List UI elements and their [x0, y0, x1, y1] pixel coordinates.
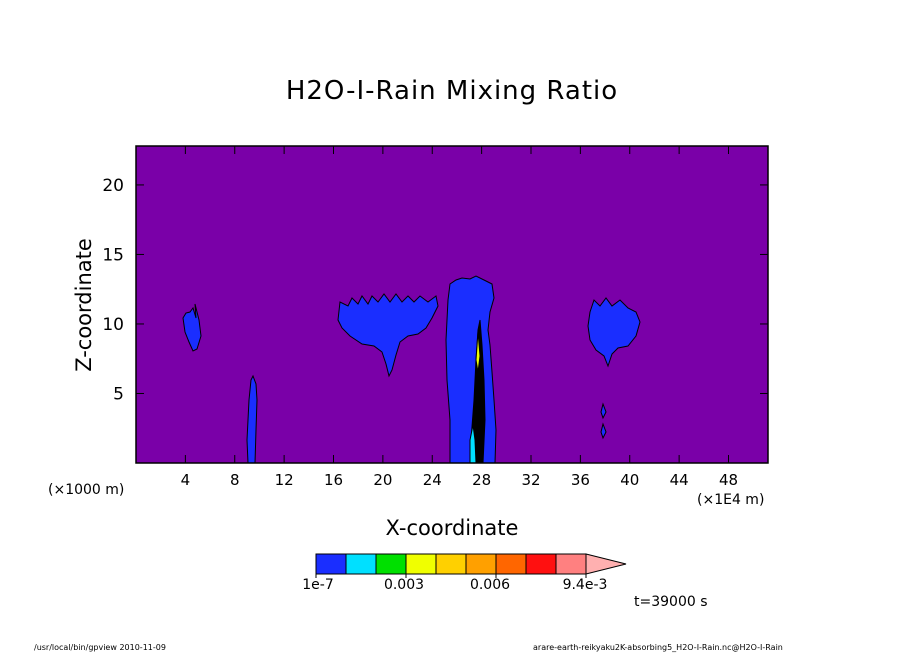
colorbar-swatch: [465, 553, 497, 575]
x-tick-label: 28: [472, 471, 491, 489]
x-tick-label: 4: [181, 471, 191, 489]
colorbar-swatch: [405, 553, 437, 575]
colorbar-label-3: 9.4e-3: [562, 577, 608, 593]
footer-left: /usr/local/bin/gpview 2010-11-09: [34, 643, 166, 652]
x-tick-label: 20: [373, 471, 392, 489]
x-tick-label: 8: [230, 471, 240, 489]
y-tick-label: 15: [102, 245, 124, 265]
chart-title: H2O-I-Rain Mixing Ratio: [285, 76, 619, 106]
colorbar-label-0: 1e-7: [302, 577, 334, 593]
footer-right: arare-earth-reikyaku2K-absorbing5_H2O-I-…: [533, 643, 783, 652]
x-tick-label: 12: [275, 471, 294, 489]
precip-blob-x38b: [600, 422, 607, 440]
x-tick-label: 24: [423, 471, 442, 489]
colorbar-swatch: [345, 553, 377, 575]
precip-column-x9: [246, 374, 258, 463]
x-tick-label: 16: [324, 471, 343, 489]
precip-anvil-x20: [337, 293, 439, 378]
colorbar-swatch: [555, 553, 587, 575]
colorbar-swatch: [375, 553, 407, 575]
colorbar-swatch: [315, 553, 347, 575]
y-axis-tick-labels: 5 10 15 20: [102, 176, 124, 405]
x-tick-label: 40: [620, 471, 639, 489]
x-axis-label: X-coordinate: [385, 516, 519, 540]
x-tick-label: 36: [571, 471, 590, 489]
y-tick-label: 5: [113, 384, 124, 404]
time-label: t=39000 s: [634, 594, 708, 610]
precip-blob-x38a: [600, 402, 607, 420]
colorbar-extend-arrow: [585, 553, 627, 575]
x-tick-label: 32: [521, 471, 540, 489]
colorbar-swatch: [435, 553, 467, 575]
colorbar-label-2: 0.006: [469, 577, 511, 593]
colorbar: [315, 553, 627, 578]
y-tick-label: 20: [102, 176, 124, 196]
colorbar-swatch: [495, 553, 527, 575]
x-unit-label-right: (×1E4 m): [697, 492, 765, 508]
precip-cell-x39: [587, 297, 641, 368]
colorbar-swatch: [525, 553, 557, 575]
y-tick-label: 10: [102, 315, 124, 335]
precip-core-x27: [469, 424, 477, 463]
x-unit-label: (×1000 m): [48, 482, 125, 498]
x-tick-label: 48: [719, 471, 738, 489]
x-axis-ticks: [184, 146, 729, 463]
colorbar-label-1: 0.003: [383, 577, 425, 593]
x-tick-label: 44: [670, 471, 689, 489]
precip-cell-x4: [182, 303, 202, 352]
x-axis-tick-labels: 4 8 12 16 20 24 28 32 36 40 44 48: [181, 471, 738, 489]
y-axis-ticks: [136, 184, 768, 394]
